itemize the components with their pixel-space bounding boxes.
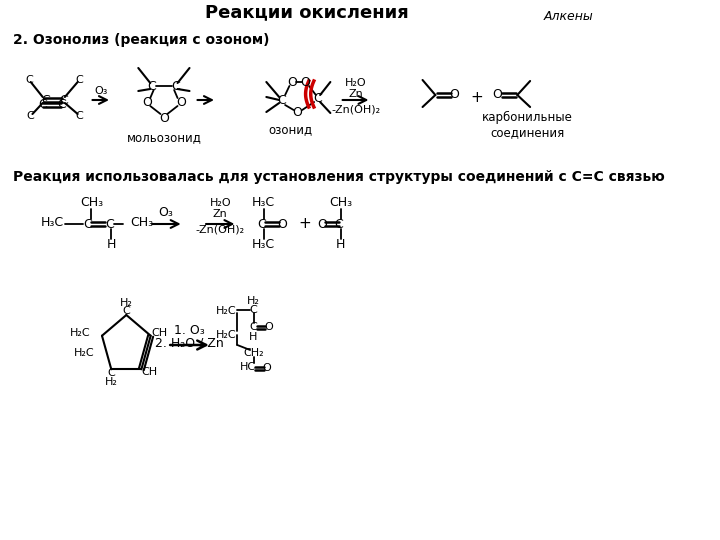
Text: C: C <box>313 91 322 105</box>
Text: C: C <box>57 98 66 111</box>
Text: C: C <box>277 93 286 106</box>
Text: C: C <box>41 93 50 106</box>
Text: CH₃: CH₃ <box>80 195 103 208</box>
Text: Алкены: Алкены <box>544 10 593 23</box>
Text: C: C <box>171 79 180 92</box>
Text: 2. Озонолиз (реакция с озоном): 2. Озонолиз (реакция с озоном) <box>13 33 269 47</box>
Text: Реакции окисления: Реакции окисления <box>205 3 409 21</box>
Text: 2. H₂O / Zn: 2. H₂O / Zn <box>155 336 224 349</box>
Text: H₃C: H₃C <box>252 195 275 208</box>
Text: H₂C: H₂C <box>216 306 236 316</box>
Text: C: C <box>25 75 33 85</box>
Text: H₂: H₂ <box>247 296 260 306</box>
Text: CH₃: CH₃ <box>130 215 154 228</box>
Text: -Zn(OH)₂: -Zn(OH)₂ <box>331 104 381 114</box>
Text: H₂C: H₂C <box>216 330 236 340</box>
Text: H₂C: H₂C <box>74 348 95 357</box>
Text: C: C <box>76 75 84 85</box>
Text: Zn: Zn <box>348 89 364 99</box>
Text: HC: HC <box>240 362 256 372</box>
Text: C: C <box>250 322 258 332</box>
Text: O₃: O₃ <box>158 206 173 219</box>
Text: O: O <box>317 218 327 231</box>
Text: H₂O: H₂O <box>345 78 366 88</box>
Text: H₂: H₂ <box>120 298 132 308</box>
Text: H₃C: H₃C <box>252 239 275 252</box>
Text: C: C <box>122 306 130 316</box>
Text: O: O <box>492 89 502 102</box>
Text: C: C <box>59 93 68 106</box>
Text: C: C <box>84 218 92 231</box>
Text: C: C <box>38 98 47 111</box>
Text: O: O <box>292 105 302 118</box>
Text: 1. O₃: 1. O₃ <box>174 323 205 336</box>
Text: карбонильные
соединения: карбонильные соединения <box>482 111 573 139</box>
Text: O: O <box>287 76 297 89</box>
Text: H: H <box>107 238 116 251</box>
Text: C: C <box>106 218 114 231</box>
Text: Zn: Zn <box>213 209 228 219</box>
Text: C: C <box>76 111 84 121</box>
Text: CH₃: CH₃ <box>329 195 352 208</box>
Text: O: O <box>264 322 274 332</box>
Text: C: C <box>250 305 258 315</box>
Text: CH: CH <box>142 367 158 377</box>
Text: CH₂: CH₂ <box>243 348 264 358</box>
Text: Реакция использовалась для установления структуры соединений с С=С связью: Реакция использовалась для установления … <box>13 170 665 184</box>
Text: O: O <box>278 218 287 231</box>
Text: O: O <box>301 76 310 89</box>
Text: мольозонид: мольозонид <box>127 132 202 145</box>
Text: C: C <box>148 79 156 92</box>
Text: H₃C: H₃C <box>41 215 64 228</box>
Text: H₂O: H₂O <box>210 198 231 208</box>
Text: +: + <box>470 90 482 105</box>
Text: O: O <box>176 96 186 109</box>
Text: O: O <box>449 89 459 102</box>
Text: C: C <box>27 111 35 121</box>
Text: C: C <box>258 218 266 231</box>
Text: O: O <box>263 363 271 373</box>
Text: H: H <box>336 239 346 252</box>
Text: O₃: O₃ <box>94 86 107 96</box>
Text: O: O <box>142 96 152 109</box>
Text: H₂: H₂ <box>105 377 118 387</box>
Text: -Zn(OH)₂: -Zn(OH)₂ <box>196 224 245 234</box>
Text: O: O <box>159 111 168 125</box>
Text: C: C <box>107 368 115 379</box>
Text: +: + <box>298 217 311 232</box>
Text: CH: CH <box>151 328 167 338</box>
Text: H: H <box>249 332 258 342</box>
Text: C: C <box>335 218 343 231</box>
Text: озонид: озонид <box>268 124 312 137</box>
Text: H₂C: H₂C <box>69 328 90 338</box>
